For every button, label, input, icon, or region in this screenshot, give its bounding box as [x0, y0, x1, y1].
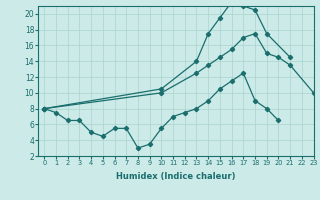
X-axis label: Humidex (Indice chaleur): Humidex (Indice chaleur) [116, 172, 236, 181]
